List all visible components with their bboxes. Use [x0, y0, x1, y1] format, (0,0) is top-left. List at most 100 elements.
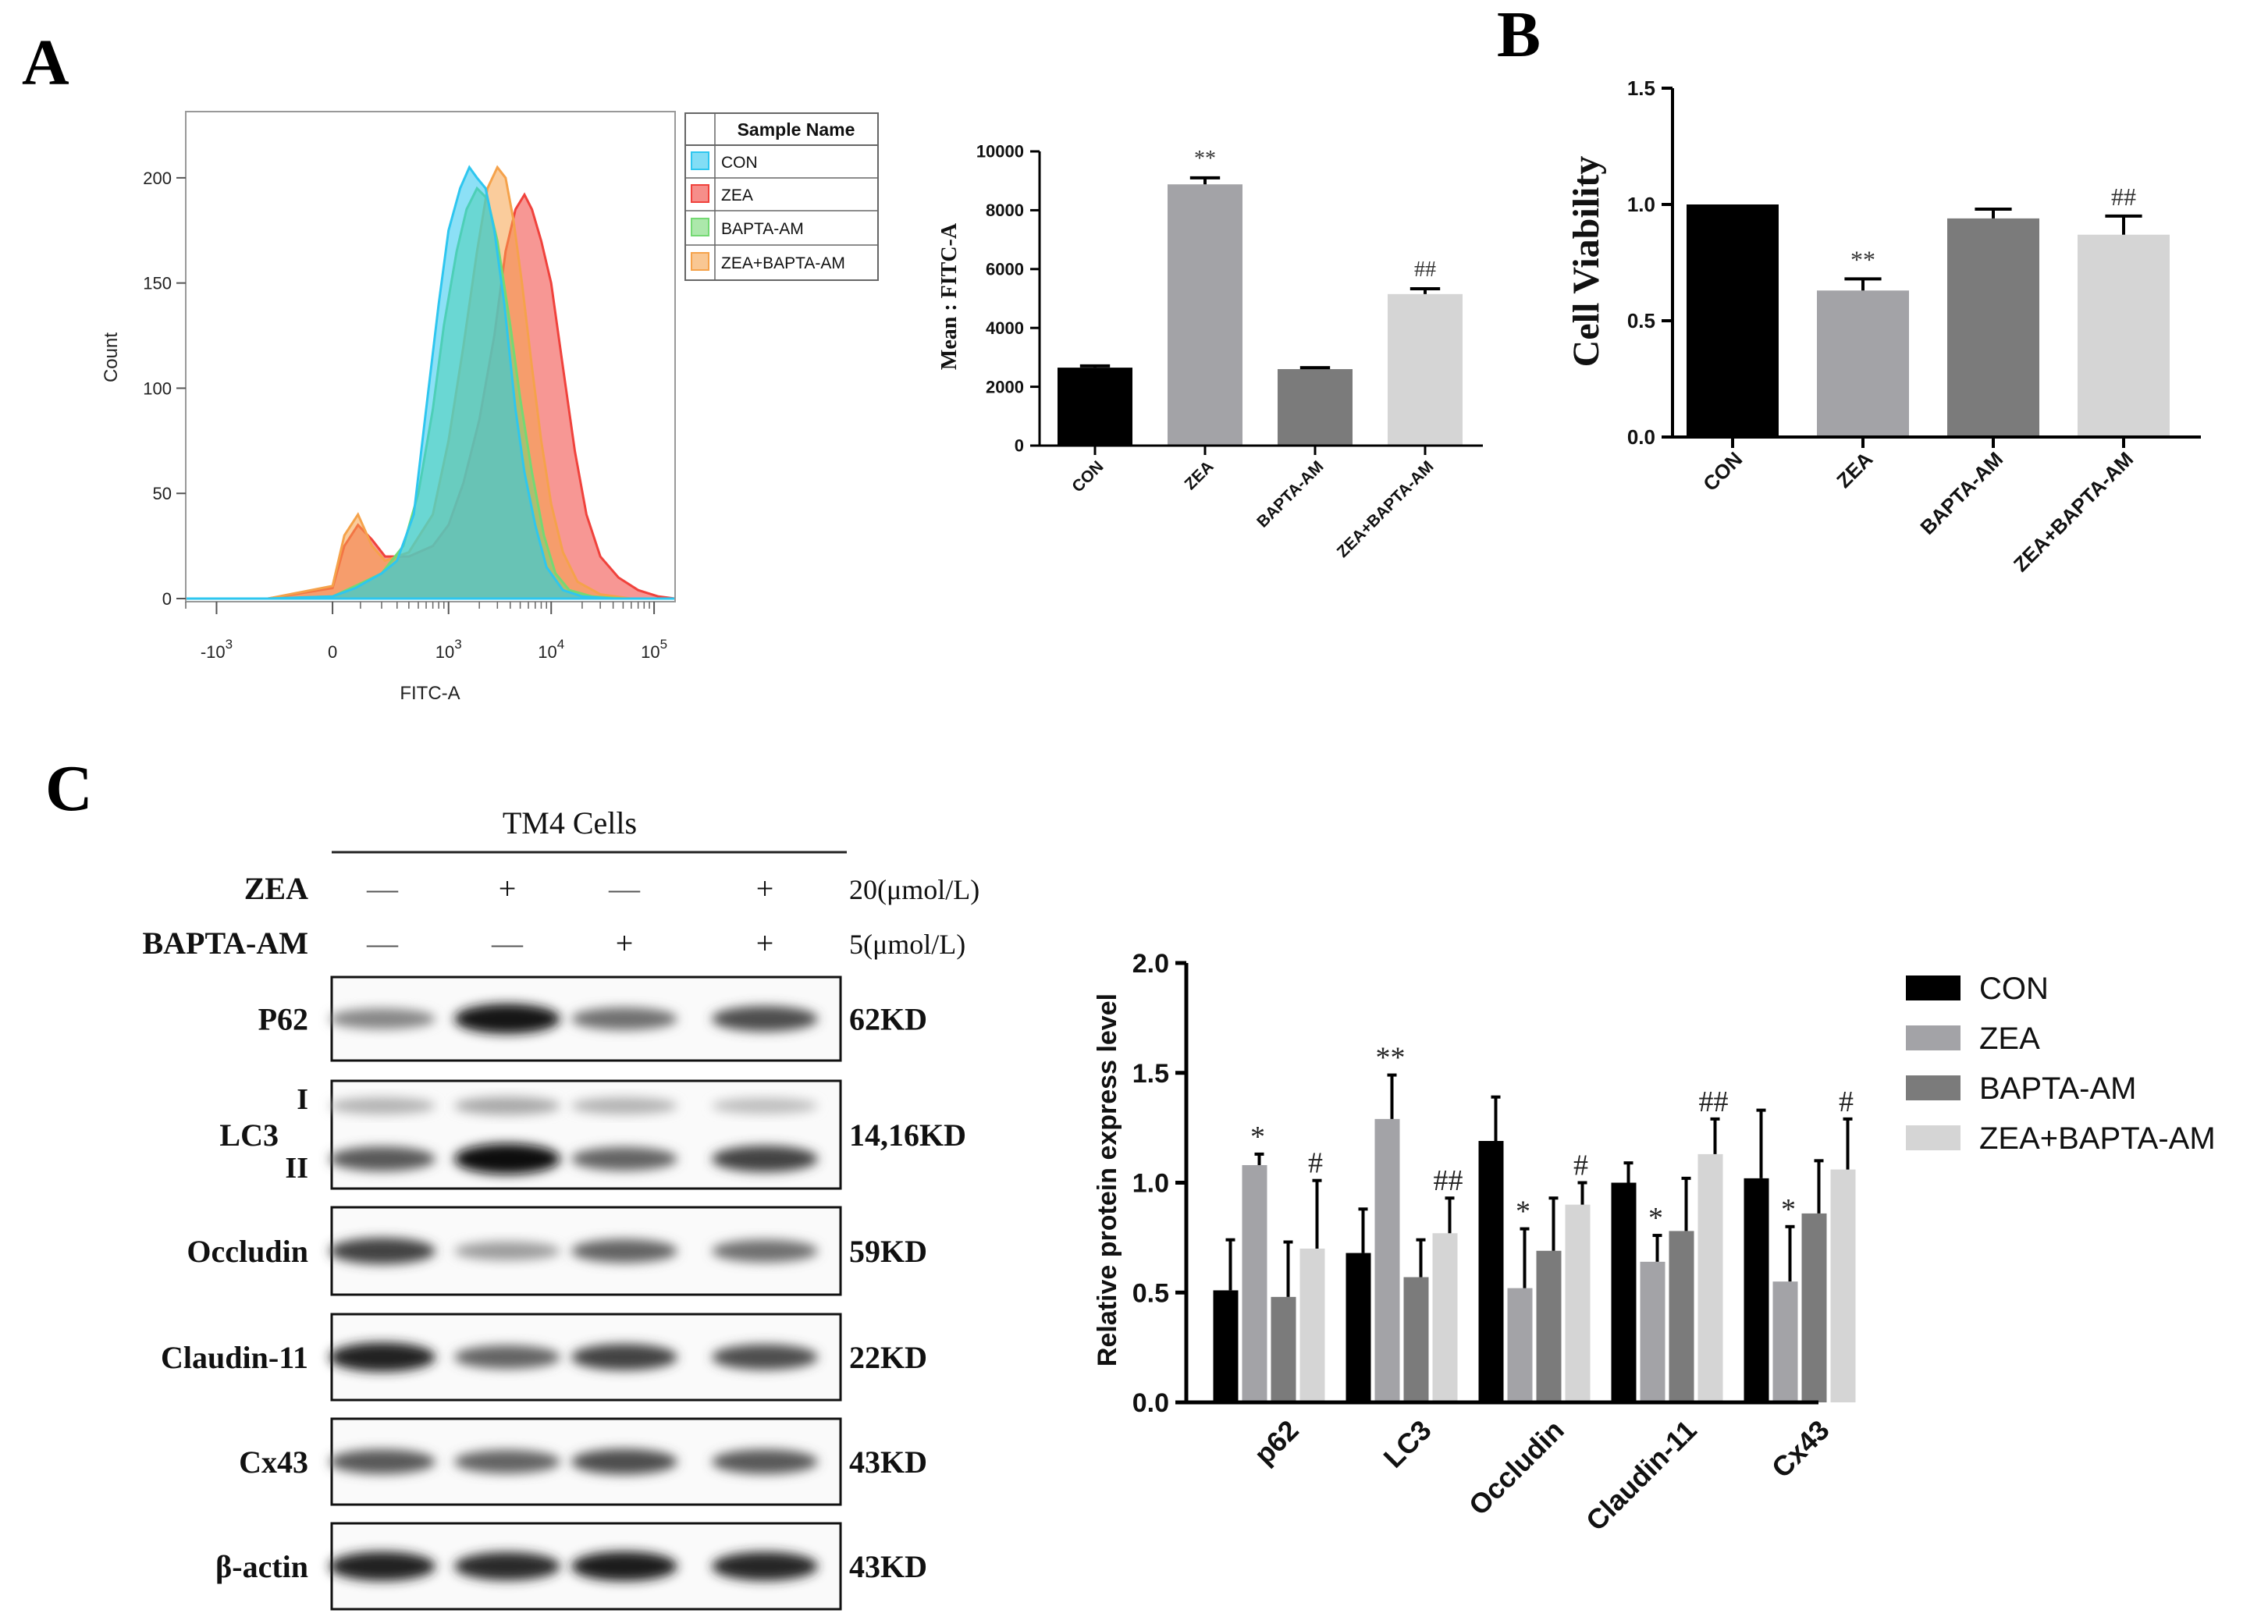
legend-label-con: CON	[1979, 972, 2049, 1006]
blot-band	[329, 1146, 435, 1171]
cell-viability-y-label: Cell Viability	[1566, 156, 1607, 368]
protein-bar-claudin-11-zea-bapta-am	[1697, 1153, 1723, 1402]
protein-bar-p62-zea-bapta-am	[1299, 1248, 1325, 1402]
cell-viability-bar-zea-bapta-am	[2078, 234, 2170, 437]
cell-viability-y-tick-label: 0.0	[1627, 425, 1655, 449]
blot-protein-label: P62	[258, 1002, 308, 1037]
treatment-label-zea: ZEA	[244, 871, 308, 906]
western-blot: TM4 Cells ZEA — + — +20(μmol/L) BAPTA-AM — — + +5…	[142, 805, 979, 1611]
cell-viability-category-label: BAPTA-AM	[1915, 447, 2007, 539]
cell-viability-bar-bapta-am	[1947, 218, 2039, 437]
protein-bar-occludin-zea	[1507, 1288, 1533, 1402]
protein-bar-cx43-bapta-am	[1801, 1213, 1827, 1402]
cell-viability-category-label: ZEA	[1832, 447, 1877, 492]
cell-viability-y-tick-label: 0.5	[1627, 309, 1655, 332]
cell-viability-chart: ** ## CON ZEA BAPTA-AM ZEA+BAPTA-AM 0.0 0.5 1.0…	[1566, 76, 2201, 576]
blot-band	[571, 1097, 677, 1114]
blot-band	[329, 1238, 435, 1264]
cell-viability-significance: **	[1850, 245, 1875, 273]
protein-category-label: Cx43	[1765, 1414, 1836, 1484]
mean-fitc-category-label: ZEA+BAPTA-AM	[1334, 457, 1438, 561]
protein-significance: *	[1648, 1202, 1663, 1235]
blot-header: TM4 Cells	[503, 805, 637, 840]
treatment-mark: +	[616, 926, 634, 961]
protein-bar-occludin-con	[1478, 1141, 1504, 1402]
histogram-y-tick-label: 150	[143, 274, 172, 293]
protein-bar-claudin-11-bapta-am	[1669, 1231, 1694, 1402]
mean-fitc-bar-bapta-am	[1278, 368, 1353, 446]
protein-category-label: Claudin-11	[1580, 1414, 1703, 1537]
blot-band	[712, 1344, 818, 1370]
mean-fitc-category-label: CON	[1068, 457, 1107, 496]
protein-significance: ##	[1434, 1164, 1463, 1197]
protein-y-tick-label: 1.5	[1132, 1059, 1169, 1089]
blot-protein-label: Claudin-11	[161, 1340, 308, 1375]
panel-label-b: B	[1497, 0, 1541, 71]
blot-band	[454, 1551, 560, 1581]
treatment-dose: 5(μmol/L)	[849, 929, 965, 960]
histogram-chart: 0 50 100 150 200 -103 0 103 104 105 FITC-A Count…	[101, 111, 879, 704]
mean-fitc-category-label: ZEA	[1182, 457, 1218, 493]
blot-protein-label: LC3	[219, 1118, 279, 1153]
blot-band	[571, 1007, 677, 1031]
protein-bar-cx43-zea-bapta-am	[1830, 1169, 1856, 1402]
protein-significance: *	[1250, 1121, 1265, 1153]
blot-protein-label: β-actin	[215, 1549, 308, 1584]
protein-bar-p62-con	[1213, 1290, 1239, 1402]
histogram-x-tick-label: -103	[201, 637, 233, 662]
treatment-mark: —	[491, 926, 524, 961]
mean-fitc-y-tick-label: 2000	[986, 377, 1024, 396]
legend-swatch-bapta-am	[1906, 1075, 1961, 1100]
cell-viability-category-label: ZEA+BAPTA-AM	[2009, 447, 2138, 576]
histogram-x-tick-label: 103	[435, 637, 462, 662]
protein-category-label: p62	[1248, 1414, 1305, 1471]
blot-kd-label: 59KD	[849, 1234, 927, 1269]
blot-band	[329, 1551, 435, 1581]
histogram-y-ticks: 0 50 100 150 200	[143, 169, 186, 609]
legend-label-zea-bapta-am: ZEA+BAPTA-AM	[1979, 1121, 2216, 1156]
blot-band	[454, 1004, 560, 1034]
protein-y-tick-label: 1.0	[1132, 1169, 1169, 1199]
blot-protein-label: Occludin	[187, 1234, 308, 1269]
blot-row-occludin: Occludin 59KD	[187, 1206, 927, 1296]
histogram-x-tick-label: 105	[641, 637, 667, 662]
mean-fitc-y-tick-label: 8000	[986, 201, 1024, 220]
protein-bar-claudin-11-zea	[1640, 1261, 1665, 1402]
blot-band	[454, 1345, 560, 1370]
histogram-x-tick-label: 104	[538, 637, 564, 662]
blot-band	[712, 1551, 818, 1581]
legend-swatch-zea-bapta-am	[1906, 1125, 1961, 1150]
blot-band	[712, 1449, 818, 1474]
legend-swatch-con	[1906, 975, 1961, 1000]
mean-fitc-y-tick-label: 0	[1015, 436, 1024, 456]
mean-fitc-bar-con	[1058, 368, 1132, 446]
protein-category-label: LC3	[1378, 1414, 1438, 1474]
legend-swatch-con	[691, 151, 709, 170]
treatment-mark: +	[756, 871, 774, 906]
blot-row-claudin-11: Claudin-11 22KD	[161, 1313, 927, 1402]
blot-band	[571, 1448, 677, 1475]
blot-band	[712, 1097, 818, 1114]
blot-row-cx43: Cx43 43KD	[239, 1417, 927, 1506]
histogram-y-tick-label: 50	[153, 484, 172, 503]
legend-label-bapta-am: BAPTA-AM	[721, 220, 804, 238]
cell-viability-bars: ** ##	[1687, 183, 2170, 437]
legend-label-con: CON	[721, 154, 758, 172]
protein-expression-legend: CON ZEA BAPTA-AM ZEA+BAPTA-AM	[1906, 972, 2216, 1156]
cell-viability-y-tick-label: 1.5	[1627, 76, 1655, 100]
legend-swatch-bapta-am	[691, 218, 709, 236]
legend-swatch-zea	[691, 184, 709, 203]
protein-significance: #	[1573, 1150, 1588, 1182]
protein-bar-lc3-zea	[1374, 1118, 1400, 1402]
blot-band	[329, 1342, 435, 1372]
protein-significance: *	[1516, 1196, 1530, 1228]
blot-band	[571, 1146, 677, 1171]
blot-row-actin: β-actin 43KD	[215, 1522, 927, 1611]
mean-fitc-y-tick-label: 10000	[976, 142, 1024, 162]
blot-band	[454, 1143, 560, 1174]
histogram-x-label: FITC-A	[400, 683, 460, 704]
blot-band	[454, 1241, 560, 1261]
